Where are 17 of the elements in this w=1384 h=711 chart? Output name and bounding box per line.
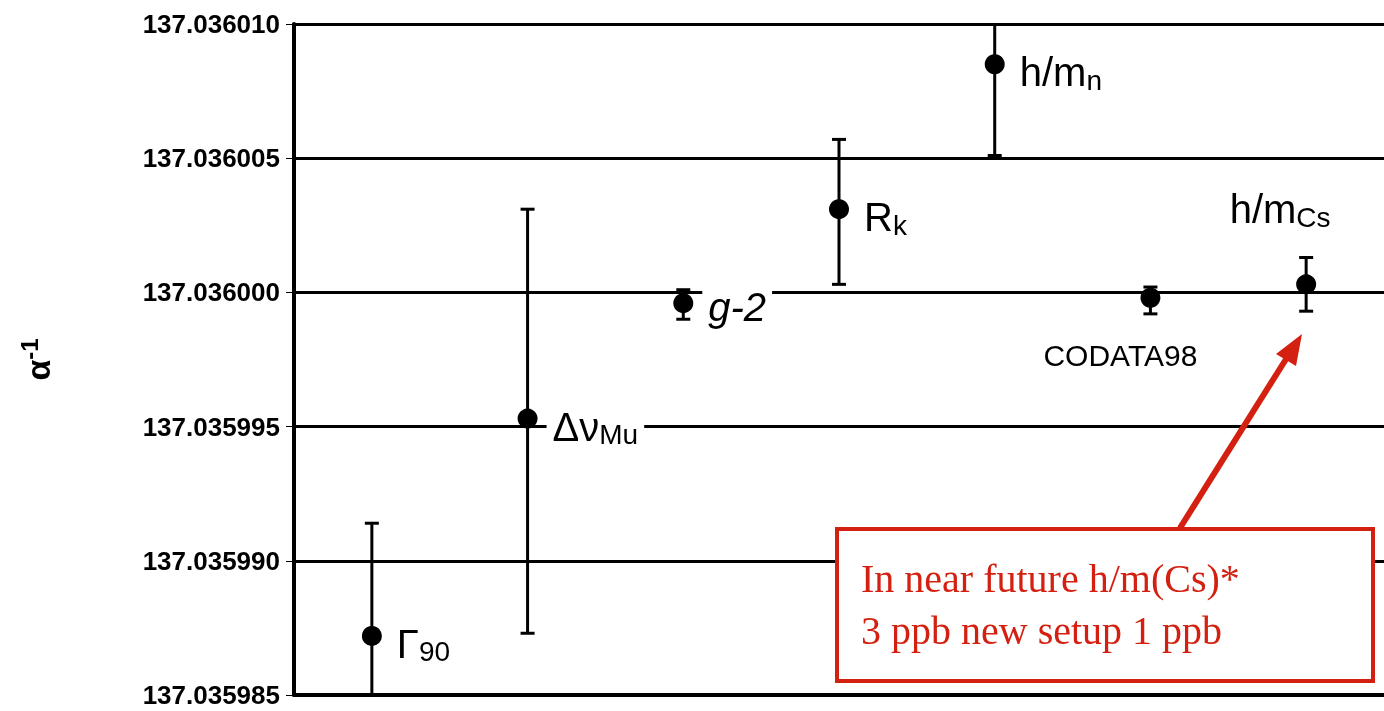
- y-tick-label: 137.036005: [142, 143, 280, 174]
- series-label: CODATA98: [1043, 339, 1198, 373]
- series-label: g-2: [708, 285, 767, 330]
- y-tick-label: 137.036010: [142, 9, 280, 39]
- point: [1296, 274, 1317, 295]
- point: [829, 199, 849, 220]
- y-tick-label: 137.035985: [142, 680, 280, 710]
- y-axis-title: α-1: [15, 338, 57, 381]
- point: [361, 625, 382, 646]
- point: [1140, 287, 1161, 308]
- y-tick-label: 137.035990: [142, 545, 280, 576]
- point: [673, 293, 694, 314]
- point: [984, 54, 1005, 75]
- y-tick-label: 137.035995: [142, 411, 280, 442]
- callout-box: In near future h/m(Cs)* 3 ppb new setup 1 ppb: [835, 527, 1375, 683]
- y-tick-label: 137.036000: [142, 277, 280, 308]
- point: [517, 408, 538, 429]
